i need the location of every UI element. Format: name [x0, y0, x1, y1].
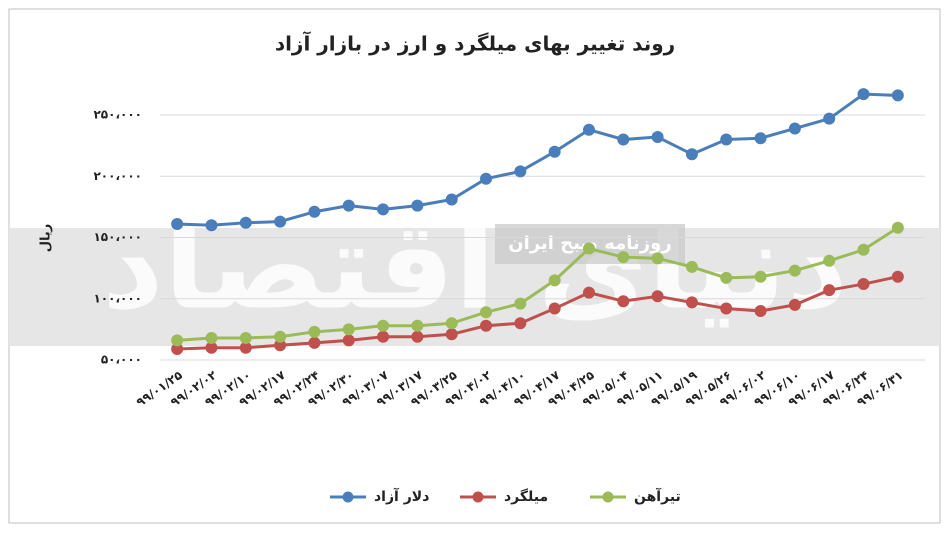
data-point — [617, 133, 630, 146]
data-point — [823, 112, 836, 125]
data-point — [308, 336, 321, 349]
series-line — [177, 92, 898, 227]
y-tick-label: ۵۰،۰۰۰ — [101, 353, 142, 367]
data-point — [342, 334, 355, 347]
data-point — [514, 165, 527, 178]
data-point — [205, 219, 218, 232]
data-point — [205, 331, 218, 344]
data-point — [480, 319, 493, 332]
legend-marker — [602, 491, 614, 503]
y-tick-label: ۲۰۰،۰۰۰ — [93, 169, 142, 183]
data-point — [342, 323, 355, 336]
data-point — [857, 243, 870, 256]
legend: دلار آزاد میلگرد تیرآهن — [330, 487, 681, 505]
data-point — [685, 296, 698, 309]
data-point — [720, 302, 733, 315]
data-point — [857, 88, 870, 101]
data-point — [480, 306, 493, 319]
data-point — [377, 319, 390, 332]
legend-label: دلار آزاد — [374, 487, 429, 505]
data-point — [411, 319, 424, 332]
data-point — [445, 328, 458, 341]
data-point — [377, 203, 390, 216]
data-point — [274, 215, 287, 228]
data-point — [239, 216, 252, 229]
legend-label: میلگرد — [504, 488, 548, 505]
data-point — [411, 330, 424, 343]
data-point — [514, 297, 527, 310]
data-point — [720, 271, 733, 284]
y-axis-label: ریال — [39, 224, 54, 253]
data-point — [685, 260, 698, 273]
data-point — [857, 278, 870, 291]
data-point — [308, 325, 321, 338]
data-point — [548, 145, 561, 158]
data-point — [788, 264, 801, 277]
data-point — [651, 290, 664, 303]
data-point — [617, 295, 630, 308]
data-point — [548, 302, 561, 315]
data-point — [754, 270, 767, 283]
data-point — [754, 132, 767, 145]
data-point — [685, 148, 698, 161]
data-point — [720, 133, 733, 146]
y-tick-label: ۲۵۰،۰۰۰ — [93, 108, 142, 122]
data-point — [548, 274, 561, 287]
data-point — [308, 205, 321, 218]
data-point — [480, 172, 493, 185]
data-point — [651, 252, 664, 265]
data-point — [754, 305, 767, 317]
data-point — [582, 123, 595, 136]
data-point — [651, 131, 664, 144]
data-point — [582, 286, 595, 299]
data-point — [171, 218, 184, 231]
data-point — [445, 193, 458, 206]
series-line — [177, 226, 899, 342]
legend-marker — [472, 491, 484, 503]
data-point — [274, 330, 287, 343]
data-point — [445, 317, 458, 330]
chart-title: روند تغییر بهای میلگرد و ارز در بازار آز… — [275, 31, 675, 56]
data-point — [617, 251, 630, 264]
data-point — [823, 284, 836, 297]
legend-marker — [342, 491, 354, 503]
data-point — [411, 199, 424, 212]
data-point — [582, 242, 595, 255]
data-point — [514, 317, 527, 330]
data-point — [239, 331, 252, 344]
y-tick-label: ۱۵۰،۰۰۰ — [93, 230, 142, 244]
data-point — [891, 89, 904, 102]
data-point — [788, 298, 801, 311]
watermark-band — [9, 228, 940, 346]
series-line — [177, 275, 899, 351]
data-point — [171, 334, 184, 347]
y-tick-label: ۱۰۰،۰۰۰ — [93, 291, 142, 305]
data-point — [788, 122, 801, 135]
data-point — [377, 330, 390, 343]
data-point — [891, 221, 904, 234]
data-point — [342, 199, 355, 212]
data-point — [891, 270, 904, 283]
legend-label: تیرآهن — [634, 487, 681, 505]
data-point — [823, 254, 836, 267]
